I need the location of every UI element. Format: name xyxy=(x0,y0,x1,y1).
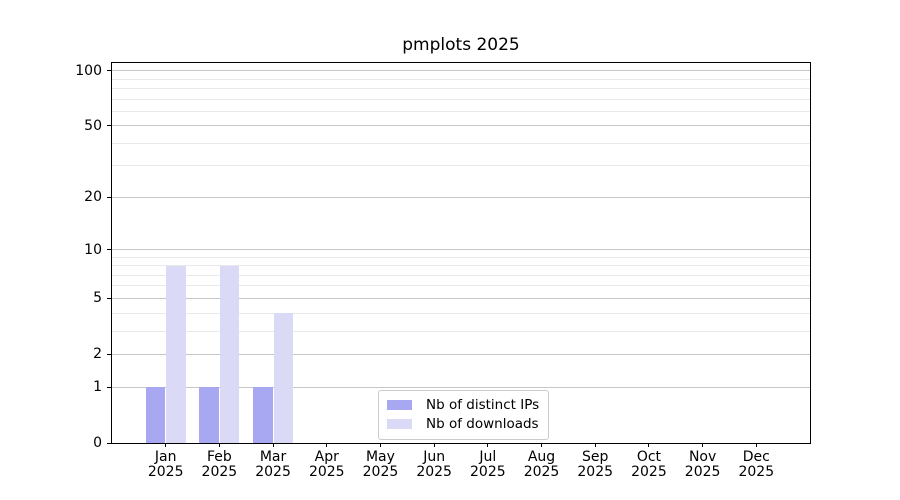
legend-swatch-distinct-ips xyxy=(387,400,412,410)
x-tick-year: 2025 xyxy=(631,464,667,480)
gridline-major-20 xyxy=(112,196,810,198)
x-tick-mark-jun xyxy=(433,443,435,447)
gridline-minor-4 xyxy=(112,312,810,314)
y-tick-mark-0 xyxy=(107,442,111,444)
y-tick-mark-100 xyxy=(107,70,111,72)
x-tick-mark-aug xyxy=(541,443,543,447)
x-tick-month: Jun xyxy=(423,449,446,465)
y-tick-mark-5 xyxy=(107,297,111,299)
bar-nb-of-downloads-jan xyxy=(166,265,186,443)
y-tick-label-0: 0 xyxy=(93,435,102,451)
chart-title: pmplots 2025 xyxy=(402,35,520,55)
x-tick-year: 2025 xyxy=(201,464,238,480)
x-tick-mark-jul xyxy=(487,443,489,447)
gridline-major-5 xyxy=(112,297,810,299)
y-tick-label-2: 2 xyxy=(93,346,102,363)
x-tick-mark-nov xyxy=(702,443,704,447)
x-tick-month: Aug xyxy=(527,449,556,465)
gridline-minor-30 xyxy=(112,165,810,167)
x-tick-month: Jan xyxy=(154,449,177,465)
x-tick-mark-apr xyxy=(326,443,328,447)
y-tick-mark-1 xyxy=(107,386,111,388)
bar-nb-of-downloads-mar xyxy=(273,313,294,443)
x-tick-year: 2025 xyxy=(416,464,452,480)
gridline-minor-7 xyxy=(112,274,810,276)
plot-area: 0 1 2 5 10 20 50 100 Jan 2025 Feb 2025 Mar 2025 Apr 20… xyxy=(75,62,811,480)
gridline-minor-80 xyxy=(112,87,810,89)
x-tick-label-feb: Feb 2025 xyxy=(187,450,251,480)
y-tick-label-1: 1 xyxy=(93,379,102,396)
x-tick-month: Jul xyxy=(479,449,497,465)
gridline-minor-90 xyxy=(112,78,810,80)
x-tick-month: Sep xyxy=(582,449,609,465)
legend-swatch-downloads xyxy=(387,419,412,429)
x-tick-month: Mar xyxy=(259,449,287,465)
gridline-minor-40 xyxy=(112,142,810,144)
gridline-minor-60 xyxy=(112,110,810,112)
legend-label-distinct-ips: Nb of distinct IPs xyxy=(426,397,540,413)
x-tick-year: 2025 xyxy=(147,464,184,480)
gridline-minor-3 xyxy=(112,330,810,332)
x-tick-year: 2025 xyxy=(577,464,614,480)
y-tick-mark-2 xyxy=(107,353,111,355)
y-tick-label-10: 10 xyxy=(84,241,102,258)
x-tick-mark-oct xyxy=(648,443,650,447)
x-tick-label-jan: Jan 2025 xyxy=(134,450,198,480)
x-tick-year: 2025 xyxy=(738,464,775,480)
y-tick-mark-10 xyxy=(107,249,111,251)
y-tick-label-100: 100 xyxy=(75,62,102,79)
x-tick-label-apr: Apr 2025 xyxy=(295,450,359,480)
x-tick-year: 2025 xyxy=(255,464,291,480)
x-tick-month: Feb xyxy=(206,449,232,465)
y-tick-mark-50 xyxy=(107,125,111,127)
x-tick-month: Nov xyxy=(688,449,717,465)
x-tick-mark-sep xyxy=(594,443,596,447)
y-tick-mark-20 xyxy=(107,196,111,198)
gridline-minor-8 xyxy=(112,265,810,267)
y-tick-label-20: 20 xyxy=(84,189,102,206)
legend-item-distinct-ips: Nb of distinct IPs xyxy=(387,396,539,414)
gridline-minor-70 xyxy=(112,98,810,100)
x-tick-label-mar: Mar 2025 xyxy=(241,450,305,480)
gridline-minor-6 xyxy=(112,285,810,287)
bar-nb-of-distinct-ips-mar xyxy=(253,387,273,443)
x-tick-label-jun: Jun 2025 xyxy=(402,450,466,480)
x-tick-month: Oct xyxy=(636,449,662,465)
gridline-major-1 xyxy=(112,386,810,388)
bar-nb-of-distinct-ips-feb xyxy=(199,387,219,443)
x-tick-mark-may xyxy=(379,443,381,447)
x-tick-mark-feb xyxy=(218,443,220,447)
x-tick-label-nov: Nov 2025 xyxy=(671,450,735,480)
y-tick-label-50: 50 xyxy=(84,117,102,134)
x-tick-year: 2025 xyxy=(470,464,506,480)
bar-nb-of-downloads-feb xyxy=(219,265,240,443)
gridline-major-2 xyxy=(112,353,810,355)
x-tick-label-may: May 2025 xyxy=(348,450,412,480)
x-tick-mark-mar xyxy=(272,443,274,447)
legend-item-downloads: Nb of downloads xyxy=(387,415,539,433)
x-tick-label-jul: Jul 2025 xyxy=(456,450,520,480)
legend: Nb of distinct IPs Nb of downloads xyxy=(378,390,550,440)
x-tick-label-aug: Aug 2025 xyxy=(510,450,574,480)
y-tick-label-5: 5 xyxy=(93,290,102,307)
x-tick-year: 2025 xyxy=(684,464,721,480)
x-tick-label-oct: Oct 2025 xyxy=(617,450,681,480)
x-tick-month: May xyxy=(365,449,395,465)
legend-label-downloads: Nb of downloads xyxy=(426,416,539,432)
x-tick-year: 2025 xyxy=(308,464,345,480)
x-tick-month: Dec xyxy=(742,449,770,465)
gridline-major-100 xyxy=(112,70,810,72)
gridline-major-10 xyxy=(112,249,810,251)
x-tick-mark-dec xyxy=(755,443,757,447)
x-tick-month: Apr xyxy=(314,449,339,465)
gridline-minor-9 xyxy=(112,256,810,258)
x-tick-label-sep: Sep 2025 xyxy=(563,450,627,480)
x-tick-label-dec: Dec 2025 xyxy=(724,450,788,480)
gridline-major-50 xyxy=(112,125,810,127)
x-tick-year: 2025 xyxy=(523,464,560,480)
bar-nb-of-distinct-ips-jan xyxy=(145,387,166,443)
x-tick-year: 2025 xyxy=(362,464,399,480)
x-tick-mark-jan xyxy=(165,443,167,447)
